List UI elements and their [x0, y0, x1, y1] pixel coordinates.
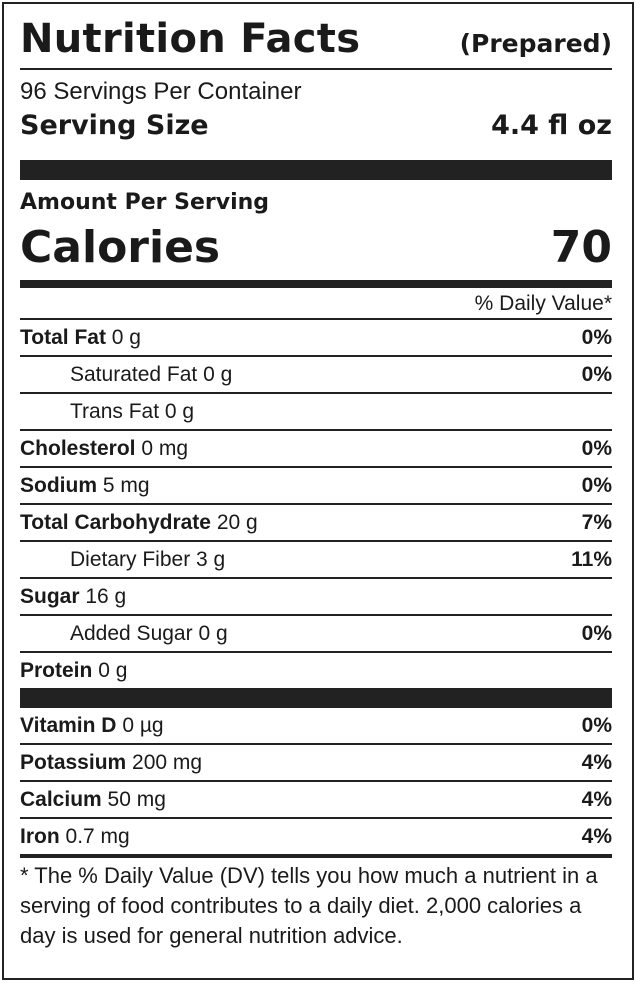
vitamin-amount: 200 mg [132, 750, 203, 774]
nutrient-name: Total Fat [20, 325, 106, 349]
vitamin-name: Iron [20, 824, 60, 848]
nutrient-row-saturated-fat: Saturated Fat 0 g 0% [20, 357, 612, 394]
nutrient-name: Trans Fat [70, 399, 160, 423]
serving-size-row: Serving Size 4.4 fl oz [20, 108, 612, 152]
nutrient-row-total-fat: Total Fat 0 g 0% [20, 320, 612, 357]
divider [20, 68, 612, 70]
vitamin-dv: 4% [581, 750, 612, 774]
vitamin-dv: 4% [581, 824, 612, 848]
nutrient-name: Cholesterol [20, 436, 136, 460]
nutrient-dv: 0% [581, 436, 612, 460]
nutrient-dv: 0% [581, 362, 612, 386]
nutrient-row-sugar: Sugar 16 g [20, 579, 612, 616]
nutrient-row-total-carbohydrate: Total Carbohydrate 20 g 7% [20, 505, 612, 542]
nutrient-name: Sugar [20, 584, 80, 608]
label-subtitle: (Prepared) [459, 29, 612, 58]
nutrient-amount: 20 g [216, 510, 258, 534]
title-row: Nutrition Facts (Prepared) [20, 4, 612, 68]
serving-size-value: 4.4 fl oz [491, 110, 612, 141]
calories-row: Calories 70 [20, 222, 612, 274]
label-title: Nutrition Facts [20, 16, 361, 62]
vitamin-name: Calcium [20, 787, 102, 811]
nutrient-name: Added Sugar [70, 621, 193, 645]
nutrient-row-sodium: Sodium 5 mg 0% [20, 468, 612, 505]
nutrient-dv: 0% [581, 621, 612, 645]
nutrient-amount: 0 g [98, 658, 128, 682]
daily-value-header: % Daily Value* [20, 288, 612, 320]
vitamin-amount: 0.7 mg [65, 824, 130, 848]
vitamin-amount: 0 µg [122, 713, 164, 737]
nutrient-amount: 3 g [196, 547, 226, 571]
nutrient-name: Protein [20, 658, 93, 682]
nutrient-dv: 0% [581, 325, 612, 349]
vitamin-dv: 4% [581, 787, 612, 811]
nutrient-name: Dietary Fiber [70, 547, 191, 571]
nutrient-name: Saturated Fat [70, 362, 198, 386]
thick-divider [20, 688, 612, 708]
nutrient-row-added-sugar: Added Sugar 0 g 0% [20, 616, 612, 653]
vitamin-name: Potassium [20, 750, 127, 774]
vitamin-row-calcium: Calcium 50 mg 4% [20, 782, 612, 819]
nutrient-amount: 5 mg [102, 473, 150, 497]
nutrient-name: Sodium [20, 473, 97, 497]
vitamin-row-iron: Iron 0.7 mg 4% [20, 819, 612, 854]
vitamin-dv: 0% [581, 713, 612, 737]
calories-value: 70 [550, 222, 612, 273]
vitamin-amount: 50 mg [107, 787, 166, 811]
vitamin-row-vitamin-d: Vitamin D 0 µg 0% [20, 708, 612, 745]
nutrient-row-cholesterol: Cholesterol 0 mg 0% [20, 431, 612, 468]
nutrient-dv: 7% [581, 510, 612, 534]
nutrient-dv: 11% [571, 547, 612, 571]
nutrient-amount: 0 g [203, 362, 233, 386]
footnote: * The % Daily Value (DV) tells you how m… [20, 863, 598, 948]
nutrient-amount: 0 mg [141, 436, 189, 460]
nutrient-amount: 0 g [164, 399, 195, 423]
nutrient-amount: 0 g [111, 325, 141, 349]
serving-size-label: Serving Size [20, 110, 209, 141]
footnote-divider [20, 854, 612, 858]
nutrient-dv: 0% [581, 473, 612, 497]
nutrient-name: Total Carbohydrate [20, 510, 211, 534]
thick-divider [20, 160, 612, 180]
nutrient-row-trans-fat: Trans Fat 0 g [20, 394, 612, 431]
medium-divider [20, 280, 612, 288]
calories-label: Calories [20, 222, 221, 273]
vitamin-row-potassium: Potassium 200 mg 4% [20, 745, 612, 782]
nutrient-row-dietary-fiber: Dietary Fiber 3 g 11% [20, 542, 612, 579]
nutrient-row-protein: Protein 0 g [20, 653, 612, 688]
nutrient-amount: 16 g [85, 584, 127, 608]
amount-per-serving: Amount Per Serving [20, 190, 270, 215]
servings-per-container: 96 Servings Per Container [20, 78, 302, 105]
nutrient-amount: 0 g [198, 621, 228, 645]
vitamin-name: Vitamin D [20, 713, 117, 737]
